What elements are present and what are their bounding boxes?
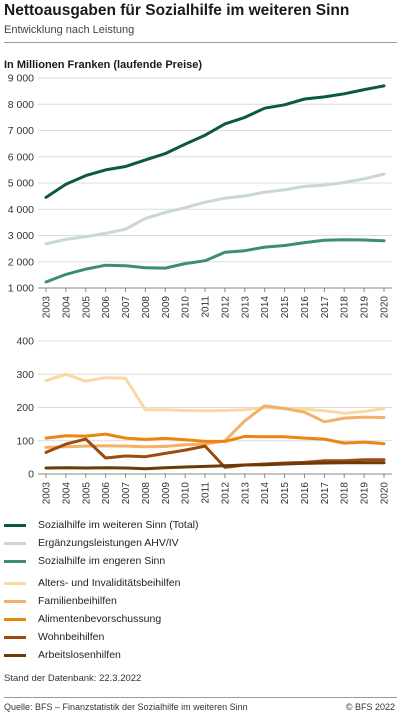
x-tick-label: 2008 — [141, 482, 152, 505]
chart-title: Nettoausgaben für Sozialhilfe im weitere… — [4, 2, 350, 19]
legend-swatch — [4, 617, 26, 621]
legend-swatch — [4, 581, 26, 585]
x-tick-label: 2004 — [61, 482, 72, 505]
x-tick-label: 2016 — [300, 296, 311, 319]
series-line — [44, 372, 386, 415]
legend-item: Familienbeihilfen — [4, 594, 117, 608]
x-tick-label: 2019 — [360, 296, 371, 319]
x-tick-label: 2003 — [42, 296, 53, 319]
y-tick-label: 1 000 — [8, 283, 34, 295]
x-tick-label: 2009 — [161, 482, 172, 505]
series-line — [44, 84, 386, 199]
y-tick-label: 9 000 — [8, 73, 34, 85]
database-date: Stand der Datenbank: 22.3.2022 — [4, 673, 142, 684]
x-tick-label: 2017 — [320, 482, 331, 505]
x-tick-label: 2014 — [260, 296, 271, 319]
x-tick-label: 2015 — [280, 482, 291, 505]
series-line — [44, 461, 386, 471]
y-tick-label: 5 000 — [8, 178, 34, 190]
x-tick-label: 2007 — [121, 296, 132, 319]
x-tick-label: 2008 — [141, 296, 152, 319]
y-tick-label: 2 000 — [8, 256, 34, 268]
y-tick-label: 400 — [16, 336, 34, 348]
chart-subtitle: Entwicklung nach Leistung — [4, 24, 135, 36]
copyright: © BFS 2022 — [345, 702, 395, 712]
x-tick-label: 2013 — [240, 482, 251, 505]
x-tick-label: 2018 — [340, 296, 351, 319]
x-tick-label: 2016 — [300, 482, 311, 505]
legend-item: Wohnbeihilfen — [4, 630, 104, 644]
legend-label: Familienbeihilfen — [38, 595, 117, 607]
x-tick-label: 2013 — [240, 296, 251, 319]
legend-label: Sozialhilfe im weiteren Sinn (Total) — [38, 519, 199, 531]
y-tick-label: 3 000 — [8, 230, 34, 242]
legend-swatch — [4, 653, 26, 657]
x-tick-label: 2010 — [181, 296, 192, 319]
x-tick-label: 2018 — [340, 482, 351, 505]
legend-label: Alimentenbevorschussung — [38, 613, 162, 625]
x-tick-label: 2011 — [201, 296, 212, 318]
y-tick-label: 100 — [16, 435, 34, 447]
x-tick-label: 2007 — [121, 482, 132, 505]
series-line — [44, 172, 386, 246]
x-tick-label: 2012 — [220, 482, 231, 505]
unit-label: In Millionen Franken (laufende Preise) — [4, 59, 203, 71]
x-tick-label: 2005 — [81, 482, 92, 505]
series-line — [44, 238, 386, 284]
legend-item: Sozialhilfe im engeren Sinn — [4, 554, 165, 568]
legend-item: Alimentenbevorschussung — [4, 612, 161, 626]
x-tick-label: 2005 — [81, 296, 92, 319]
x-tick-label: 2015 — [280, 296, 291, 319]
x-tick-label: 2017 — [320, 296, 331, 319]
y-tick-label: 7 000 — [8, 125, 34, 137]
x-tick-label: 2010 — [181, 482, 192, 505]
y-tick-label: 300 — [16, 369, 34, 381]
x-tick-label: 2020 — [380, 296, 391, 319]
y-tick-label: 200 — [16, 402, 34, 414]
y-tick-label: 8 000 — [8, 99, 34, 111]
x-tick-label: 2004 — [61, 296, 72, 319]
y-tick-label: 0 — [28, 469, 34, 481]
y-tick-label: 4 000 — [8, 204, 34, 216]
source-note: Quelle: BFS – Finanzstatistik der Sozial… — [4, 702, 248, 712]
x-tick-label: 2003 — [42, 482, 53, 505]
legend-swatch — [4, 523, 26, 527]
legend-item: Arbeitslosenhilfen — [4, 648, 121, 662]
x-tick-label: 2006 — [101, 296, 112, 319]
x-tick-label: 2020 — [380, 482, 391, 505]
x-tick-label: 2012 — [220, 296, 231, 319]
legend-item: Alters- und Invaliditätsbeihilfen — [4, 576, 180, 590]
legend-swatch — [4, 541, 26, 545]
x-tick-label: 2019 — [360, 482, 371, 505]
footer-divider — [4, 697, 397, 698]
legend-label: Sozialhilfe im engeren Sinn — [38, 555, 166, 567]
series-line — [44, 437, 386, 469]
legend-label: Alters- und Invaliditätsbeihilfen — [38, 577, 181, 589]
legend-swatch — [4, 635, 26, 639]
legend-swatch — [4, 599, 26, 603]
x-tick-label: 2006 — [101, 482, 112, 505]
legend-label: Arbeitslosenhilfen — [38, 649, 121, 661]
y-tick-label: 6 000 — [8, 151, 34, 163]
legend-label: Wohnbeihilfen — [38, 631, 105, 643]
x-tick-label: 2011 — [201, 482, 212, 504]
legend-label: Ergänzungsleistungen AHV/IV — [38, 537, 179, 549]
x-tick-label: 2009 — [161, 296, 172, 319]
x-tick-label: 2014 — [260, 482, 271, 505]
header-divider — [4, 42, 397, 43]
legend-swatch — [4, 559, 26, 563]
legend-item: Sozialhilfe im weiteren Sinn (Total) — [4, 518, 198, 532]
series-line — [44, 432, 386, 446]
legend-item: Ergänzungsleistungen AHV/IV — [4, 536, 179, 550]
